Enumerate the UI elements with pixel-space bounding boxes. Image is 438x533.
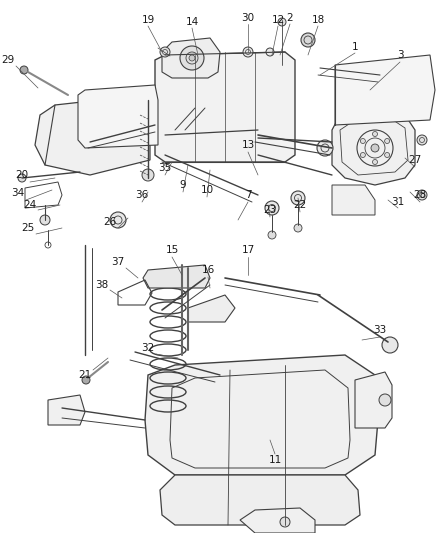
Ellipse shape (18, 174, 26, 182)
Ellipse shape (268, 231, 276, 239)
Text: 27: 27 (408, 155, 422, 165)
Ellipse shape (360, 139, 365, 143)
Ellipse shape (266, 48, 274, 56)
Polygon shape (355, 372, 392, 428)
Ellipse shape (371, 144, 379, 152)
Polygon shape (145, 355, 378, 475)
Text: 3: 3 (397, 50, 403, 60)
Ellipse shape (385, 152, 390, 157)
Text: 23: 23 (263, 205, 277, 215)
Text: 19: 19 (141, 15, 155, 25)
Polygon shape (35, 95, 150, 175)
Polygon shape (155, 52, 295, 162)
Text: 11: 11 (268, 455, 282, 465)
Text: 18: 18 (311, 15, 325, 25)
Polygon shape (332, 108, 415, 185)
Polygon shape (48, 395, 85, 425)
Text: 10: 10 (201, 185, 214, 195)
Ellipse shape (385, 139, 390, 143)
Text: 38: 38 (95, 280, 109, 290)
Text: 33: 33 (373, 325, 387, 335)
Ellipse shape (417, 190, 427, 200)
Ellipse shape (379, 394, 391, 406)
Text: 1: 1 (352, 42, 358, 52)
Polygon shape (143, 265, 210, 288)
Text: 20: 20 (15, 170, 28, 180)
Text: 30: 30 (241, 13, 254, 23)
Ellipse shape (317, 140, 333, 156)
Polygon shape (335, 55, 435, 125)
Polygon shape (78, 85, 158, 148)
Text: 34: 34 (11, 188, 25, 198)
Polygon shape (240, 508, 315, 533)
Ellipse shape (372, 132, 378, 136)
Text: 29: 29 (1, 55, 14, 65)
Ellipse shape (20, 66, 28, 74)
Ellipse shape (142, 169, 154, 181)
Ellipse shape (160, 47, 170, 57)
Ellipse shape (82, 376, 90, 384)
Text: 36: 36 (135, 190, 148, 200)
Ellipse shape (243, 47, 253, 57)
Ellipse shape (180, 46, 204, 70)
Text: 37: 37 (111, 257, 125, 267)
Text: 12: 12 (272, 15, 285, 25)
Ellipse shape (382, 337, 398, 353)
Text: 17: 17 (241, 245, 254, 255)
Ellipse shape (291, 191, 305, 205)
Text: 24: 24 (23, 200, 37, 210)
Ellipse shape (40, 215, 50, 225)
Text: 16: 16 (201, 265, 215, 275)
Text: 9: 9 (180, 180, 186, 190)
Ellipse shape (301, 33, 315, 47)
Polygon shape (162, 38, 220, 78)
Ellipse shape (265, 201, 279, 215)
Ellipse shape (360, 152, 365, 157)
Text: 32: 32 (141, 343, 155, 353)
Text: 26: 26 (103, 217, 117, 227)
Polygon shape (332, 185, 375, 215)
Ellipse shape (294, 224, 302, 232)
Text: 2: 2 (287, 13, 293, 23)
Ellipse shape (417, 135, 427, 145)
Text: 15: 15 (166, 245, 179, 255)
Text: 31: 31 (392, 197, 405, 207)
Polygon shape (160, 475, 360, 525)
Text: 35: 35 (159, 163, 172, 173)
Ellipse shape (189, 55, 195, 61)
Text: 25: 25 (21, 223, 35, 233)
Text: 28: 28 (413, 190, 427, 200)
Text: 13: 13 (241, 140, 254, 150)
Ellipse shape (110, 212, 126, 228)
Ellipse shape (372, 159, 378, 165)
Ellipse shape (280, 517, 290, 527)
Ellipse shape (278, 18, 286, 26)
Text: 22: 22 (293, 200, 307, 210)
Polygon shape (188, 295, 235, 322)
Text: 7: 7 (245, 190, 251, 200)
Text: 14: 14 (185, 17, 198, 27)
Text: 21: 21 (78, 370, 92, 380)
